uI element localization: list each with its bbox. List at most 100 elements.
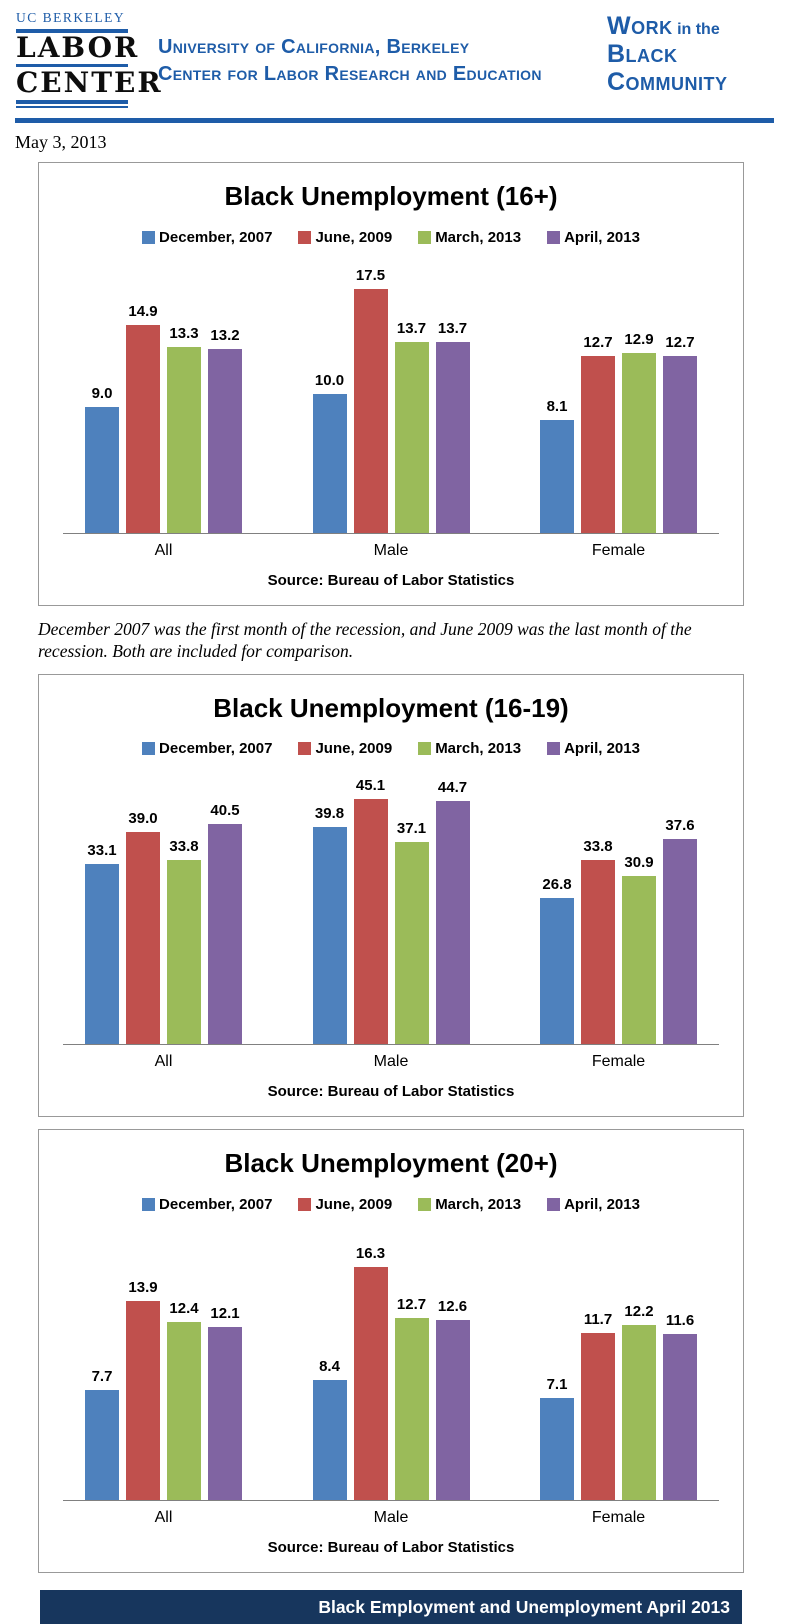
bar-value-label: 12.2 [624, 1302, 654, 1320]
legend-item: April, 2013 [547, 1196, 640, 1213]
bar-with-label: 33.1 [85, 842, 119, 1045]
bar [353, 1266, 388, 1500]
category-label: Female [591, 1053, 646, 1071]
bar-with-label: 16.3 [353, 1245, 388, 1500]
legend-item: June, 2009 [298, 740, 392, 757]
bar [581, 1332, 615, 1500]
category-label: Female [591, 541, 646, 559]
bar [126, 324, 160, 533]
note-text: December 2007 was the first month of the… [38, 618, 692, 662]
bar [394, 341, 429, 533]
bar-value-label: 10.0 [314, 371, 345, 389]
bar [126, 1300, 160, 1500]
bar-with-label: 7.1 [540, 1376, 574, 1500]
bar-with-label: 14.9 [126, 303, 160, 533]
bar-value-label: 33.8 [169, 838, 199, 856]
legend-item: December, 2007 [142, 1196, 272, 1213]
bar-value-label: 39.0 [128, 810, 158, 828]
bar [622, 1324, 656, 1500]
bar [663, 355, 697, 533]
bar-value-label: 12.4 [169, 1299, 199, 1317]
bar [663, 839, 697, 1045]
chart-plot: 33.1 39.0 33.8 40.5 39.8 45.1 37.1 44.7 26.8 33.8… [63, 773, 719, 1046]
bar-with-label: 17.5 [353, 266, 388, 533]
bar [85, 864, 119, 1045]
bar-value-label: 13.7 [396, 319, 427, 337]
bar-value-label: 13.9 [128, 1278, 158, 1296]
legend-swatch-icon [418, 1197, 432, 1211]
bar [581, 860, 615, 1045]
bar-group: 8.1 12.7 12.9 12.7 [540, 331, 697, 533]
legend-swatch-icon [418, 742, 432, 756]
legend-swatch-icon [142, 230, 156, 244]
footer-title: Black Employment and Unemployment April … [318, 1596, 730, 1617]
bar-with-label: 13.7 [394, 319, 429, 533]
legend-swatch-icon [298, 1197, 312, 1211]
bar-group: 10.0 17.5 13.7 13.7 [312, 266, 470, 533]
bar-group: 9.0 14.9 13.3 13.2 [85, 303, 242, 533]
organization-name: University of California, Berkeley Cente… [158, 34, 542, 88]
chart-legend: December, 2007 June, 2009 March, 2013 April… [49, 1196, 733, 1213]
bar [353, 288, 388, 533]
bar-value-label: 13.3 [169, 324, 199, 342]
category-label: Female [591, 1508, 646, 1526]
legend-swatch-icon [142, 1197, 156, 1211]
bar [435, 801, 470, 1045]
bar [435, 341, 470, 533]
bar-with-label: 30.9 [622, 854, 656, 1045]
legend-item: June, 2009 [298, 1196, 392, 1213]
legend-item: March, 2013 [418, 1196, 521, 1213]
bar-with-label: 12.6 [435, 1297, 470, 1500]
bar-with-label: 33.8 [167, 838, 201, 1045]
bar-value-label: 30.9 [624, 854, 654, 872]
bar-value-label: 12.1 [210, 1304, 240, 1322]
bar-with-label: 10.0 [312, 371, 347, 533]
legend-swatch-icon [547, 742, 561, 756]
chart-box-16plus: Black Unemployment (16+) December, 2007 J… [38, 162, 744, 606]
bar-with-label: 13.7 [435, 320, 470, 533]
bar-value-label: 17.5 [355, 266, 386, 284]
chart-title: Black Unemployment (20+) [224, 1148, 558, 1179]
bar [167, 346, 201, 533]
bar [435, 1319, 470, 1500]
bar [540, 419, 574, 533]
bar [312, 393, 347, 533]
organization-line2: Center for Labor Research and Education [158, 63, 542, 85]
bar-with-label: 12.7 [394, 1295, 429, 1500]
bar-value-label: 33.1 [87, 842, 117, 860]
bar [394, 842, 429, 1045]
category-label: Male [373, 541, 409, 559]
bar-with-label: 12.7 [663, 334, 697, 533]
logo-labor-text: LABOR [16, 31, 140, 64]
chart-title: Black Unemployment (16-19) [213, 693, 569, 724]
legend-swatch-icon [418, 230, 432, 244]
chart-legend: December, 2007 June, 2009 March, 2013 April… [49, 229, 733, 246]
legend-label: December, 2007 [159, 228, 273, 246]
bar-with-label: 40.5 [208, 802, 242, 1045]
bar-with-label: 13.9 [126, 1279, 160, 1500]
bar-with-label: 7.7 [85, 1368, 119, 1500]
bar-with-label: 12.7 [581, 334, 615, 533]
chart-box-20plus: Black Unemployment (20+) December, 2007 J… [38, 1129, 744, 1573]
chart-source-label: Source: Bureau of Labor Statistics [267, 571, 515, 589]
legend-label: April, 2013 [564, 228, 640, 246]
bar [85, 406, 119, 533]
publication-title: Work in the Black Community [607, 12, 775, 96]
legend-swatch-icon [298, 230, 312, 244]
bar-with-label: 12.4 [167, 1300, 201, 1500]
bar-value-label: 12.6 [437, 1297, 468, 1315]
category-label: All [154, 541, 173, 559]
chart-plot: 9.0 14.9 13.3 13.2 10.0 17.5 13.7 13.7 8.1 12.7 12… [63, 262, 719, 534]
bar [167, 1321, 201, 1500]
legend-label: April, 2013 [564, 740, 640, 758]
chart-plot: 7.7 13.9 12.4 12.1 8.4 16.3 12.7 12.6 7.1 11.7 12.… [63, 1229, 719, 1501]
bar-value-label: 12.7 [396, 1295, 427, 1313]
bar-value-label: 37.1 [396, 820, 427, 838]
bar-with-label: 12.9 [622, 331, 656, 533]
legend-label: June, 2009 [315, 1195, 393, 1213]
logo-rule [16, 100, 128, 105]
bar [622, 352, 656, 533]
organization-line1: University of California, Berkeley [158, 36, 470, 58]
bar [663, 1333, 697, 1500]
bar [540, 898, 574, 1045]
